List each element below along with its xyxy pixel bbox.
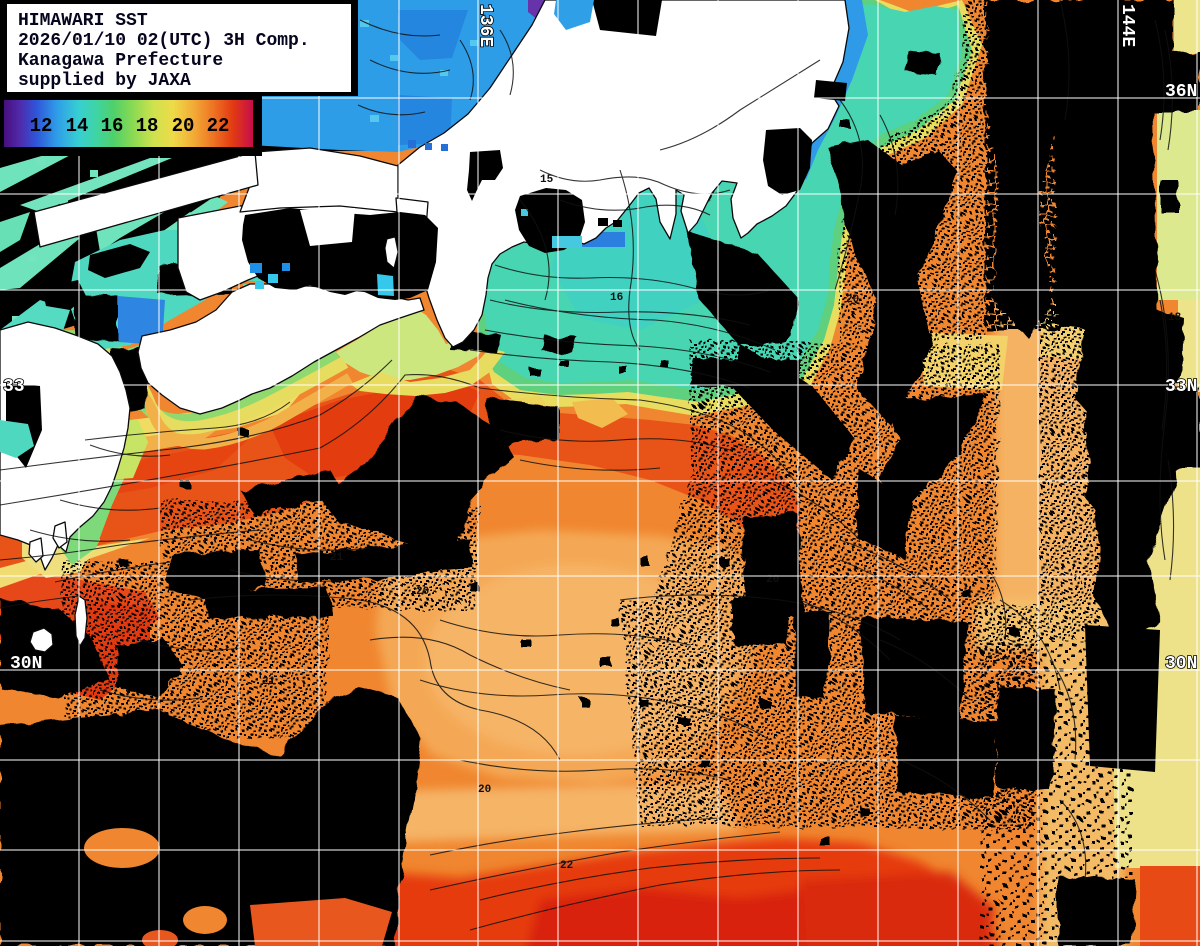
svg-text:HIMAWARI SST: HIMAWARI SST [18, 11, 148, 31]
svg-text:16: 16 [101, 115, 124, 137]
svg-text:30N: 30N [1165, 654, 1197, 674]
svg-text:22: 22 [207, 115, 230, 137]
svg-text:18: 18 [1168, 312, 1182, 324]
svg-text:136E: 136E [475, 4, 495, 47]
svg-text:30N: 30N [10, 654, 42, 674]
svg-text:33: 33 [3, 377, 25, 397]
svg-text:33N: 33N [1165, 377, 1197, 397]
svg-text:20: 20 [766, 574, 779, 586]
svg-text:supplied by JAXA: supplied by JAXA [18, 71, 191, 91]
svg-text:20: 20 [478, 784, 491, 796]
svg-text:12: 12 [30, 115, 53, 137]
svg-text:2026/01/10 02(UTC) 3H Comp.: 2026/01/10 02(UTC) 3H Comp. [18, 31, 310, 51]
svg-text:21: 21 [262, 676, 276, 688]
svg-text:15: 15 [540, 174, 554, 186]
svg-text:21: 21 [330, 552, 344, 564]
svg-text:20: 20 [846, 294, 859, 306]
svg-text:18: 18 [136, 115, 159, 137]
svg-text:20: 20 [172, 115, 195, 137]
svg-text:20: 20 [416, 586, 429, 598]
svg-text:Kanagawa Prefecture: Kanagawa Prefecture [18, 51, 223, 71]
svg-text:144E: 144E [1117, 4, 1137, 47]
svg-text:16: 16 [610, 292, 623, 304]
svg-text:14: 14 [66, 115, 89, 137]
svg-text:36N: 36N [1165, 82, 1197, 102]
svg-text:22: 22 [560, 860, 573, 872]
